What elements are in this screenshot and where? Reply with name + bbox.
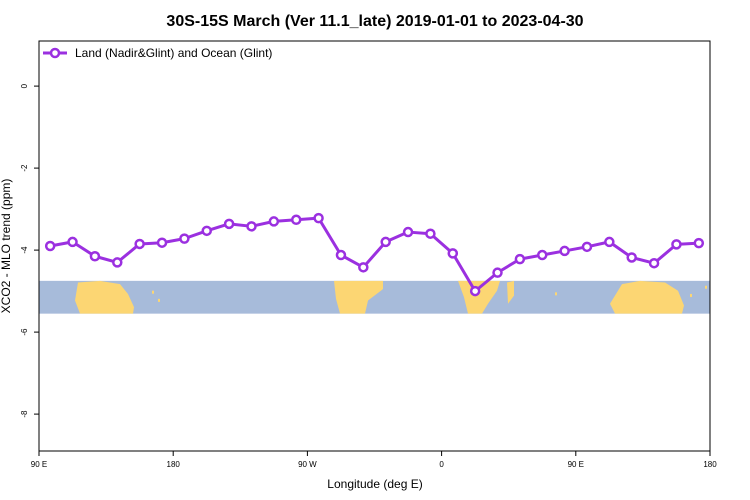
data-point bbox=[402, 226, 414, 238]
y-axis: 0 -2 -4 -6 -8 bbox=[20, 83, 39, 418]
data-point bbox=[112, 257, 123, 268]
map-strip bbox=[39, 280, 710, 314]
y-tick-label: 0 bbox=[20, 83, 29, 88]
legend-marker bbox=[49, 47, 61, 59]
x-tick-label: 90 E bbox=[31, 460, 47, 469]
data-point bbox=[134, 238, 145, 250]
y-tick-label: -6 bbox=[20, 328, 29, 336]
data-point bbox=[693, 237, 705, 249]
data-point bbox=[179, 233, 190, 244]
data-point bbox=[89, 251, 101, 262]
x-tick-label: 180 bbox=[703, 460, 717, 469]
legend: Land (Nadir&Glint) and Ocean (Glint) bbox=[43, 46, 272, 60]
land-australia-2 bbox=[610, 280, 684, 314]
x-axis-title: Longitude (deg E) bbox=[327, 477, 422, 491]
land-island bbox=[158, 298, 160, 302]
land-island bbox=[690, 293, 692, 297]
data-point bbox=[201, 225, 212, 237]
x-axis: 90 E 180 90 W 0 90 E 180 bbox=[31, 451, 717, 469]
data-point bbox=[156, 237, 168, 248]
y-tick-label: -4 bbox=[20, 246, 29, 254]
legend-label: Land (Nadir&Glint) and Ocean (Glint) bbox=[75, 46, 272, 60]
land-australia-1 bbox=[75, 280, 134, 314]
plot-frame bbox=[38, 40, 711, 452]
y-tick-label: -2 bbox=[20, 164, 29, 172]
y-tick-label: -8 bbox=[20, 410, 29, 418]
land-island bbox=[152, 290, 154, 294]
data-point bbox=[425, 228, 436, 239]
data-point bbox=[44, 240, 56, 252]
data-point bbox=[447, 248, 459, 259]
data-point bbox=[290, 214, 302, 226]
data-point bbox=[335, 249, 347, 261]
data-point bbox=[246, 221, 257, 232]
land-south-america bbox=[458, 280, 500, 314]
land-island bbox=[555, 292, 557, 296]
x-tick-label: 90 E bbox=[568, 460, 584, 469]
data-point bbox=[671, 239, 682, 250]
land-africa bbox=[334, 280, 383, 314]
data-point bbox=[514, 253, 526, 265]
x-tick-label: 0 bbox=[439, 460, 444, 469]
data-point bbox=[358, 262, 369, 273]
data-point bbox=[67, 236, 78, 248]
data-point bbox=[537, 249, 548, 261]
land-island bbox=[705, 285, 707, 289]
y-axis-title: XCO2 - MLO trend (ppm) bbox=[0, 179, 13, 314]
x-tick-label: 180 bbox=[167, 460, 181, 469]
series-line bbox=[49, 216, 699, 293]
data-point bbox=[268, 216, 280, 227]
data-point bbox=[469, 285, 481, 297]
data-point bbox=[492, 267, 503, 278]
data-point bbox=[626, 252, 637, 263]
data-point bbox=[648, 257, 660, 269]
data-point bbox=[581, 241, 593, 253]
series-layer bbox=[44, 212, 705, 297]
chart-title: 30S-15S March (Ver 11.1_late) 2019-01-01… bbox=[166, 13, 583, 30]
data-point bbox=[380, 236, 391, 248]
data-point bbox=[223, 218, 235, 230]
x-tick-label: 90 W bbox=[298, 460, 317, 469]
land-madagascar bbox=[507, 280, 514, 304]
data-point bbox=[559, 245, 570, 257]
data-point bbox=[604, 236, 615, 248]
data-point bbox=[313, 212, 324, 224]
